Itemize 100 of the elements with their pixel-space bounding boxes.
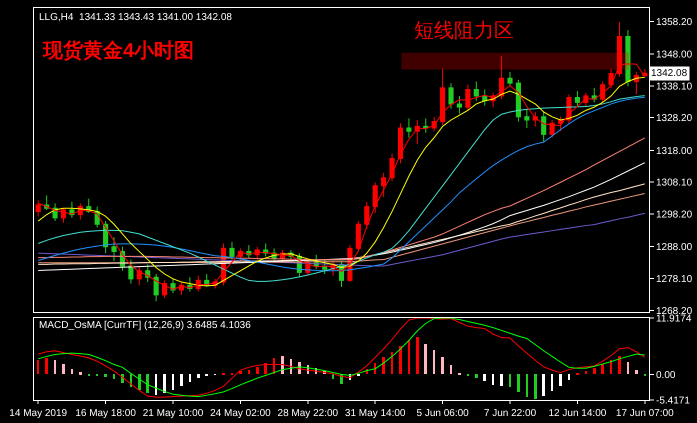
bar bbox=[79, 372, 82, 376]
bar bbox=[172, 374, 174, 390]
candlestick bbox=[600, 80, 606, 103]
bar bbox=[155, 374, 157, 396]
bar bbox=[635, 370, 638, 374]
y-tick-label: 1328.20 bbox=[656, 113, 693, 124]
bar bbox=[180, 374, 183, 386]
bar bbox=[534, 374, 537, 400]
candlestick bbox=[474, 80, 479, 102]
bar bbox=[264, 363, 267, 374]
line-series bbox=[38, 212, 646, 266]
bar bbox=[492, 374, 494, 386]
y-tick-label: 1348.00 bbox=[656, 50, 693, 61]
bar bbox=[399, 346, 402, 374]
bar bbox=[450, 365, 452, 374]
x-tick-label: 28 May 22:00 bbox=[277, 408, 339, 419]
candlestick bbox=[574, 90, 580, 108]
y-tick-label: 1288.00 bbox=[656, 242, 693, 254]
candlestick bbox=[532, 111, 538, 127]
bar bbox=[62, 364, 65, 374]
bar bbox=[382, 357, 385, 374]
bar bbox=[601, 364, 604, 374]
candlestick bbox=[423, 118, 428, 134]
annotation: 现货黄金4小时图 bbox=[42, 40, 194, 62]
bar bbox=[189, 374, 191, 382]
bar bbox=[37, 360, 39, 374]
x-tick-label: 5 Jun 06:00 bbox=[416, 408, 470, 419]
bar bbox=[500, 374, 503, 386]
x-tick-label: 12 Jun 14:00 bbox=[548, 408, 607, 419]
y-tick-label: 1278.10 bbox=[656, 274, 693, 285]
bar bbox=[627, 362, 629, 374]
chart-title: LLG,H4 1341.33 1343.43 1341.00 1342.08 bbox=[39, 12, 232, 23]
candlestick bbox=[516, 79, 521, 122]
bar bbox=[585, 371, 587, 374]
bar bbox=[433, 350, 435, 374]
text: 1342.08 bbox=[651, 68, 688, 79]
bar bbox=[332, 374, 334, 380]
bar bbox=[526, 374, 528, 398]
candlestick bbox=[524, 108, 530, 129]
candlestick bbox=[398, 122, 404, 164]
bar bbox=[551, 374, 553, 392]
bar bbox=[391, 352, 393, 374]
bar bbox=[517, 374, 520, 392]
candlestick bbox=[448, 82, 454, 110]
line-series bbox=[38, 137, 646, 260]
bar bbox=[424, 344, 427, 374]
candlestick bbox=[356, 220, 361, 252]
candlestick bbox=[414, 119, 420, 145]
candlestick bbox=[128, 259, 134, 284]
line-series bbox=[38, 162, 646, 271]
candlestick bbox=[507, 71, 513, 87]
bar bbox=[559, 374, 562, 386]
bar bbox=[483, 374, 486, 382]
candlestick bbox=[541, 111, 546, 143]
candlestick bbox=[364, 201, 370, 230]
bar bbox=[197, 374, 200, 378]
candlestick bbox=[465, 84, 470, 111]
bar bbox=[593, 368, 596, 374]
bar bbox=[45, 358, 48, 374]
candlestick bbox=[111, 236, 117, 262]
bar bbox=[71, 369, 73, 374]
y-tick-label: 1358.20 bbox=[656, 16, 693, 28]
bar bbox=[54, 360, 56, 374]
x-tick-label: 21 May 10:00 bbox=[142, 408, 204, 419]
y-tick-label: 1338.10 bbox=[656, 81, 693, 92]
bar bbox=[610, 360, 612, 374]
y-tick-label: 1298.20 bbox=[656, 210, 693, 220]
bar bbox=[239, 371, 242, 374]
candlestick bbox=[229, 241, 235, 260]
candlestick bbox=[254, 246, 260, 260]
bar bbox=[441, 357, 444, 374]
bar bbox=[542, 374, 545, 396]
bar bbox=[138, 374, 141, 390]
bar bbox=[256, 367, 259, 374]
x-tick-label: 7 Jun 22:00 bbox=[484, 408, 537, 419]
bar bbox=[408, 340, 410, 374]
bar bbox=[113, 374, 115, 380]
bar bbox=[146, 374, 149, 394]
candlestick bbox=[625, 30, 630, 87]
candlestick bbox=[456, 95, 462, 114]
x-tick-label: 16 May 18:00 bbox=[75, 408, 136, 419]
candlestick bbox=[440, 68, 446, 126]
y-tick-label: 1318.00 bbox=[656, 146, 693, 157]
bar bbox=[248, 370, 250, 374]
bar bbox=[416, 337, 419, 374]
band-label: 短线阻力区 bbox=[414, 20, 514, 42]
y-tick-label: -5.4171 bbox=[656, 396, 690, 406]
candlestick bbox=[634, 71, 639, 95]
bar bbox=[618, 356, 621, 374]
x-tick-label: 14 May 2019 bbox=[9, 408, 68, 419]
y-tick-label: 0.00 bbox=[656, 370, 676, 381]
chart-title: MACD_OsMA [CurrTF] (12,26,9) 3.6485 4.1036 bbox=[39, 320, 252, 331]
y-tick-label: 1308.10 bbox=[656, 178, 693, 189]
y-tick-label: 11.9174 bbox=[656, 314, 692, 325]
candlestick bbox=[381, 172, 386, 198]
candlestick bbox=[154, 274, 159, 302]
candlestick bbox=[406, 118, 412, 138]
x-tick-label: 31 May 14:00 bbox=[344, 408, 406, 419]
bar bbox=[163, 374, 166, 394]
candlestick bbox=[372, 182, 378, 214]
